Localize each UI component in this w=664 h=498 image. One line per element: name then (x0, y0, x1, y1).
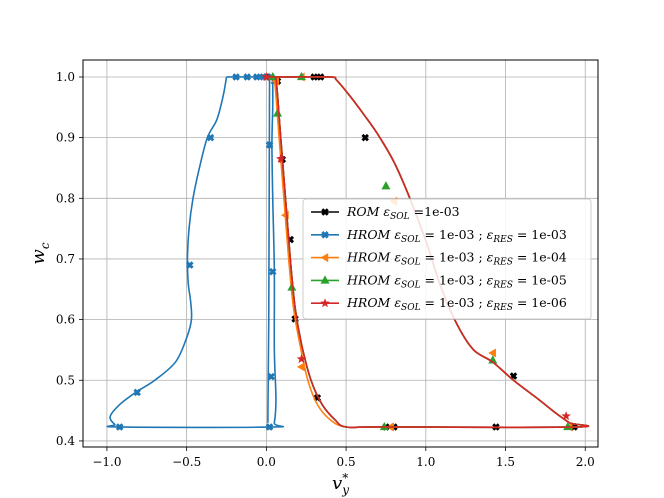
x-tick-label: 1.5 (496, 455, 515, 469)
x-axis-label: v* y (332, 471, 349, 497)
data-point (561, 411, 571, 421)
y-tick-label: 0.5 (56, 373, 75, 387)
legend-label: HROM εSOL = 1e-03 ; εRES = 1e-03 (346, 227, 567, 245)
series-4 (261, 71, 590, 429)
legend-label: HROM εSOL = 1e-03 ; εRES = 1e-06 (346, 295, 567, 313)
data-point (206, 133, 215, 142)
legend-marker (321, 208, 329, 216)
ticks: −1.0 −0.5 0.0 0.5 1.0 1.5 2.0 0.4 0.5 0.6 0.7 0.8 0.… (56, 70, 595, 469)
legend-entry: HROM εSOL = 1e-03 ; εRES = 1e-06 (311, 295, 567, 313)
data-point (265, 423, 274, 431)
legend-marker (320, 275, 330, 284)
legend-marker (321, 231, 329, 239)
data-point (243, 73, 251, 81)
data-point (296, 362, 305, 372)
x-tick-label: 2.0 (576, 455, 595, 469)
data-point (268, 267, 277, 276)
data-point (379, 421, 389, 431)
legend: ROM εSOL =1e-03 HROM εSOL = 1e-03 ; εRES … (302, 198, 592, 320)
data-point (133, 388, 141, 397)
data-point (275, 153, 286, 163)
data-point (488, 348, 496, 358)
legend-entry: HROM εSOL = 1e-03 ; εRES = 1e-05 (311, 272, 567, 290)
data-point (186, 261, 194, 269)
data-point (265, 141, 274, 149)
legend-entry: ROM εSOL =1e-03 (311, 204, 460, 222)
x-tick-label: −0.5 (172, 455, 201, 469)
y-tick-label: 0.8 (56, 191, 75, 205)
x-tick-label: 0.0 (257, 455, 276, 469)
series-line (267, 76, 271, 424)
legend-label: ROM εSOL =1e-03 (346, 204, 460, 222)
data-point (267, 372, 275, 381)
y-tick-label: 0.6 (56, 313, 75, 327)
y-tick-label: 1.0 (56, 70, 75, 84)
x-tick-label: 0.5 (337, 455, 356, 469)
data-point (361, 133, 369, 142)
legend-label: HROM εSOL = 1e-03 ; εRES = 1e-04 (346, 250, 567, 268)
x-tick-label: −1.0 (92, 455, 121, 469)
data-point (268, 71, 278, 81)
y-tick-label: 0.7 (56, 252, 75, 266)
legend-entry: HROM εSOL = 1e-03 ; εRES = 1e-03 (311, 227, 567, 245)
axis-labels: v* y wc (28, 242, 349, 497)
y-tick-label: 0.4 (56, 434, 75, 448)
legend-box (302, 198, 592, 320)
data-point (261, 71, 272, 82)
legend-marker (320, 298, 330, 308)
axes-frame (82, 59, 599, 448)
plot-area (106, 71, 590, 432)
data-point (563, 421, 573, 431)
y-tick-label: 0.9 (56, 131, 75, 145)
data-point (287, 282, 297, 291)
series-line (266, 75, 590, 429)
legend-label: HROM εSOL = 1e-03 ; εRES = 1e-05 (346, 272, 567, 290)
y-axis-label: wc (28, 242, 52, 264)
data-point (381, 181, 391, 190)
legend-marker (320, 253, 329, 263)
data-point (232, 73, 240, 81)
data-point (115, 423, 124, 431)
legend-entry: HROM εSOL = 1e-03 ; εRES = 1e-04 (311, 250, 567, 268)
data-point (296, 354, 307, 364)
x-tick-label: 1.0 (416, 455, 435, 469)
